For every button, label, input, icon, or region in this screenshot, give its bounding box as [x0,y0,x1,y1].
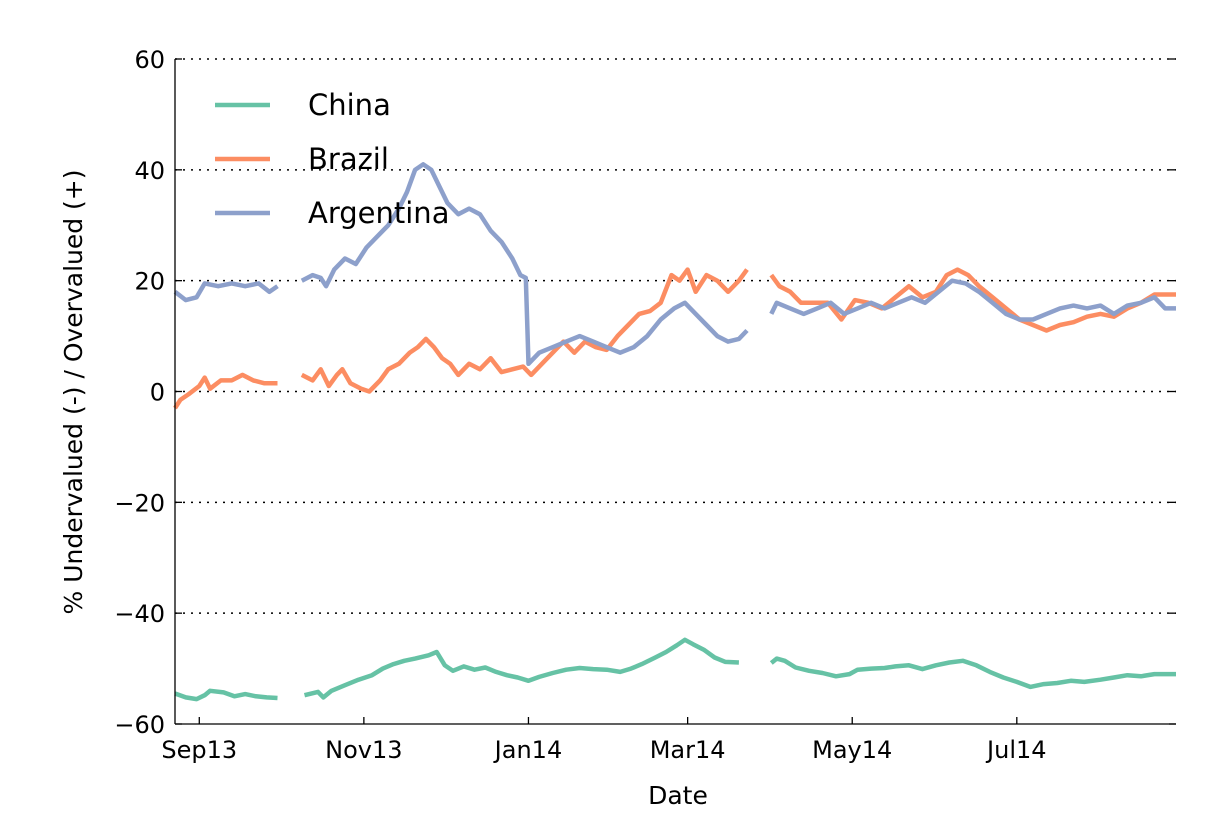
legend-label-china: China [308,88,391,122]
y-tick-label: 0 [150,379,165,407]
series-lines [173,162,1176,702]
y-tick-label: −60 [114,711,165,739]
y-tick-label: −20 [114,489,165,517]
x-tick-label: Nov13 [325,736,402,764]
y-tick-label: 20 [134,268,165,296]
x-tick-label: May14 [812,736,892,764]
legend-label-brazil: Brazil [308,142,389,176]
y-tick-label: −40 [114,600,165,628]
x-tick-label: Mar14 [650,736,726,764]
brazil-line-segment [173,372,278,410]
x-tick-label: Sep13 [161,736,237,764]
x-tick-label: Jan14 [493,736,563,764]
argentina-line-segment [769,278,1176,322]
china-line-segment [769,656,1176,690]
x-ticks: Sep13 Nov13 Jan14 Mar14 May14 Jul14 [161,717,1047,764]
y-axis-title: % Undervalued (-) / Overvalued (+) [59,169,88,614]
argentina-line-segment [173,281,279,303]
y-tick-label: 40 [134,157,165,185]
x-axis-title: Date [648,781,708,810]
y-ticks: −60 −40 −20 0 20 40 60 [114,46,1176,739]
brazil-line-segment [300,267,749,394]
china-line-segment [303,637,739,700]
china-line-segment [174,688,278,702]
argentina-line-segment [300,162,749,367]
legend-label-argentina: Argentina [308,196,449,230]
brazil-line-segment [769,267,1176,333]
y-tick-label: 60 [134,46,165,74]
x-tick-label: Jul14 [985,736,1047,764]
legend: China Brazil Argentina [215,88,449,230]
